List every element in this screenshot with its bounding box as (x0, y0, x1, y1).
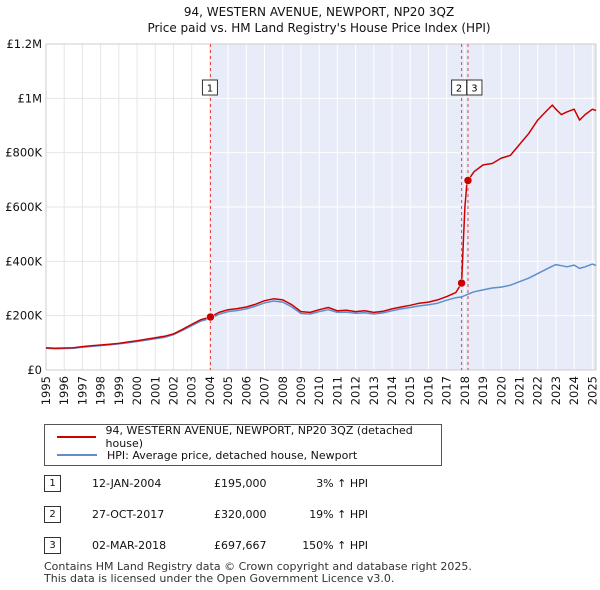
x-tick-label: 2021 (513, 376, 527, 405)
hpi-line-swatch (57, 454, 97, 456)
x-tick-label: 2025 (585, 376, 599, 405)
x-tick-label: 2019 (476, 376, 490, 405)
transaction-row: 3 02-MAR-2018 £697,667 150% ↑ HPI (44, 537, 444, 555)
y-tick-label: £400K (5, 254, 42, 268)
y-tick-label: £1.2M (6, 37, 42, 51)
x-tick-label: 2001 (148, 376, 162, 405)
transaction-number: 1 (44, 475, 61, 492)
x-tick-label: 2020 (494, 376, 508, 405)
transaction-row: 1 12-JAN-2004 £195,000 3% ↑ HPI (44, 475, 444, 493)
x-tick-label: 2007 (258, 376, 272, 405)
x-tick-label: 2010 (312, 376, 326, 405)
legend: 94, WESTERN AVENUE, NEWPORT, NP20 3QZ (d… (44, 424, 442, 466)
sale-marker-number: 1 (207, 84, 213, 95)
y-tick-label: £1M (17, 91, 42, 105)
sale-marker-box (466, 79, 483, 96)
property-series-line (45, 104, 597, 350)
sale-point (463, 176, 473, 185)
x-tick-label: 1997 (75, 376, 89, 405)
sale-point (206, 312, 215, 322)
transaction-hpi-change: 19% ↑ HPI (309, 508, 368, 521)
x-tick-label: 2003 (185, 376, 199, 405)
legend-item-hpi: HPI: Average price, detached house, Newp… (45, 446, 357, 464)
chart-title-line1: 94, WESTERN AVENUE, NEWPORT, NP20 3QZ (184, 5, 454, 19)
hpi-series-line (45, 263, 597, 350)
x-tick-label: 2018 (458, 376, 472, 405)
transaction-date: 02-MAR-2018 (92, 539, 167, 552)
sale-marker-number: 2 (456, 84, 462, 95)
x-tick-label: 1999 (112, 376, 126, 405)
x-tick-label: 1998 (94, 376, 108, 405)
y-tick-label: £0 (27, 363, 42, 377)
x-tick-label: 2013 (367, 376, 381, 405)
x-tick-label: 2015 (403, 376, 417, 405)
x-tick-label: 2017 (440, 376, 454, 405)
x-tick-label: 2011 (330, 376, 344, 405)
y-tick-label: £200K (5, 309, 42, 323)
transaction-date: 12-JAN-2004 (92, 477, 162, 490)
footer-line-2: This data is licensed under the Open Gov… (44, 572, 395, 585)
x-tick-label: 2009 (294, 376, 308, 405)
transaction-price: £697,667 (214, 539, 267, 552)
legend-property-label: 94, WESTERN AVENUE, NEWPORT, NP20 3QZ (d… (105, 424, 413, 450)
price-chart: 94, WESTERN AVENUE, NEWPORT, NP20 3QZ Pr… (5, 5, 599, 405)
transaction-price: £195,000 (214, 477, 267, 490)
x-tick-label: 2006 (239, 376, 253, 405)
transaction-hpi-change: 150% ↑ HPI (302, 539, 368, 552)
chart-title-line2: Price paid vs. HM Land Registry's House … (147, 21, 490, 35)
sale-marker-number: 3 (471, 84, 477, 95)
transaction-row: 2 27-OCT-2017 £320,000 19% ↑ HPI (44, 506, 444, 524)
legend-item-property: 94, WESTERN AVENUE, NEWPORT, NP20 3QZ (d… (45, 424, 441, 450)
x-tick-label: 1996 (57, 376, 71, 405)
y-tick-label: £600K (5, 200, 42, 214)
x-tick-label: 2022 (531, 376, 545, 405)
legend-hpi-label: HPI: Average price, detached house, Newp… (107, 448, 358, 462)
sale-marker-box (201, 79, 218, 96)
x-tick-label: 1995 (39, 376, 53, 405)
transaction-number: 2 (44, 506, 61, 523)
x-tick-label: 2023 (549, 376, 563, 405)
transaction-price: £320,000 (214, 508, 267, 521)
footer-line-1: Contains HM Land Registry data © Crown c… (44, 560, 472, 573)
x-tick-label: 2008 (276, 376, 290, 405)
transaction-number: 3 (44, 537, 61, 554)
x-tick-label: 2014 (385, 376, 399, 405)
x-tick-label: 2016 (421, 376, 435, 405)
property-line-swatch (57, 436, 96, 438)
x-tick-label: 2002 (166, 376, 180, 405)
y-tick-label: £800K (5, 146, 42, 160)
x-tick-label: 2005 (221, 376, 235, 405)
footer-attribution: Contains HM Land Registry data © Crown c… (44, 561, 584, 585)
x-tick-label: 2024 (567, 376, 581, 405)
transaction-hpi-change: 3% ↑ HPI (316, 477, 368, 490)
transaction-date: 27-OCT-2017 (92, 508, 165, 521)
x-tick-label: 2012 (349, 376, 363, 405)
x-tick-label: 2000 (130, 376, 144, 405)
x-tick-label: 2004 (203, 376, 217, 405)
plot-frame (45, 43, 597, 371)
sale-point (457, 278, 466, 288)
